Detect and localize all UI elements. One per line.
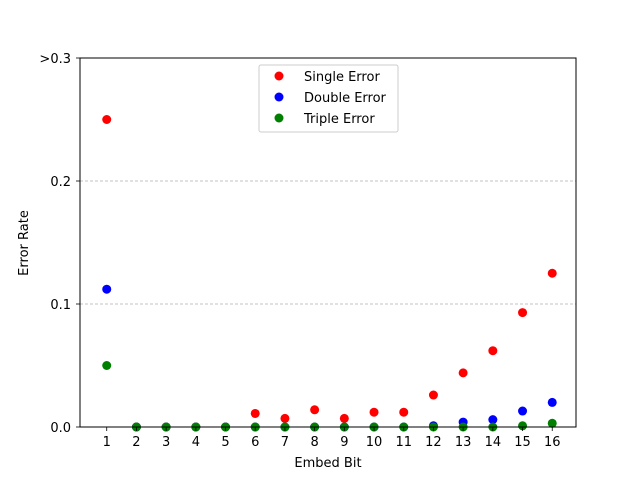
series-1-point <box>428 390 438 400</box>
y-axis-label: Error Rate <box>17 210 32 276</box>
x-tick-label: 2 <box>132 435 140 450</box>
x-tick-label: 9 <box>340 435 348 450</box>
x-tick-label: 14 <box>485 435 502 450</box>
plot-frame <box>79 57 577 428</box>
legend-box <box>258 64 399 133</box>
legend-label: Single Error <box>304 70 380 85</box>
x-tick-label: 15 <box>514 435 531 450</box>
series-1-point <box>399 407 409 417</box>
y-tick-label: 0.0 <box>50 421 71 436</box>
y-tick-label: >0.3 <box>39 52 71 67</box>
legend-marker <box>274 113 284 123</box>
x-axis-ticks: 1 2 3 4 5 6 7 8 9 10 11 12 13 14 15 16 <box>103 427 561 450</box>
series-3-point <box>547 418 557 428</box>
legend-marker <box>274 92 284 102</box>
grid-lines <box>80 180 576 305</box>
legend-marker <box>274 71 284 81</box>
series-2-point <box>547 397 557 407</box>
series-1-point <box>488 346 498 356</box>
series-2-point <box>102 284 112 294</box>
x-tick-label: 7 <box>281 435 289 450</box>
x-tick-label: 13 <box>455 435 472 450</box>
series-1-point <box>518 308 528 318</box>
x-tick-label: 5 <box>221 435 229 450</box>
y-axis-ticks: 0.0 0.1 0.2 >0.3 <box>39 52 80 436</box>
series-1-point <box>458 368 468 378</box>
series-1-point <box>250 408 260 418</box>
x-tick-label: 1 <box>103 435 111 450</box>
x-tick-label: 4 <box>192 435 200 450</box>
series-1-point <box>310 405 320 415</box>
x-tick-label: 12 <box>425 435 442 450</box>
x-tick-label: 6 <box>251 435 259 450</box>
series-3-point <box>518 421 528 431</box>
x-tick-label: 8 <box>310 435 318 450</box>
series-1-point <box>102 115 112 124</box>
series-1-point <box>547 268 557 278</box>
series-3-point <box>102 361 112 370</box>
x-tick-label: 16 <box>544 435 561 450</box>
series-1-point <box>280 413 290 423</box>
series-2-point <box>518 406 528 416</box>
legend-label: Double Error <box>304 91 387 106</box>
x-tick-label: 3 <box>162 435 170 450</box>
legend-label: Triple Error <box>303 112 375 127</box>
series-1-point <box>369 407 379 417</box>
y-tick-label: 0.2 <box>50 175 71 190</box>
x-axis-label: Embed Bit <box>294 456 361 471</box>
y-tick-label: 0.1 <box>50 298 71 313</box>
x-tick-label: 10 <box>366 435 383 450</box>
x-tick-label: 11 <box>395 435 412 450</box>
series-1-point <box>339 413 349 423</box>
legend: Single Error Double Error Triple Error <box>258 64 399 133</box>
series-2-point <box>488 415 498 425</box>
